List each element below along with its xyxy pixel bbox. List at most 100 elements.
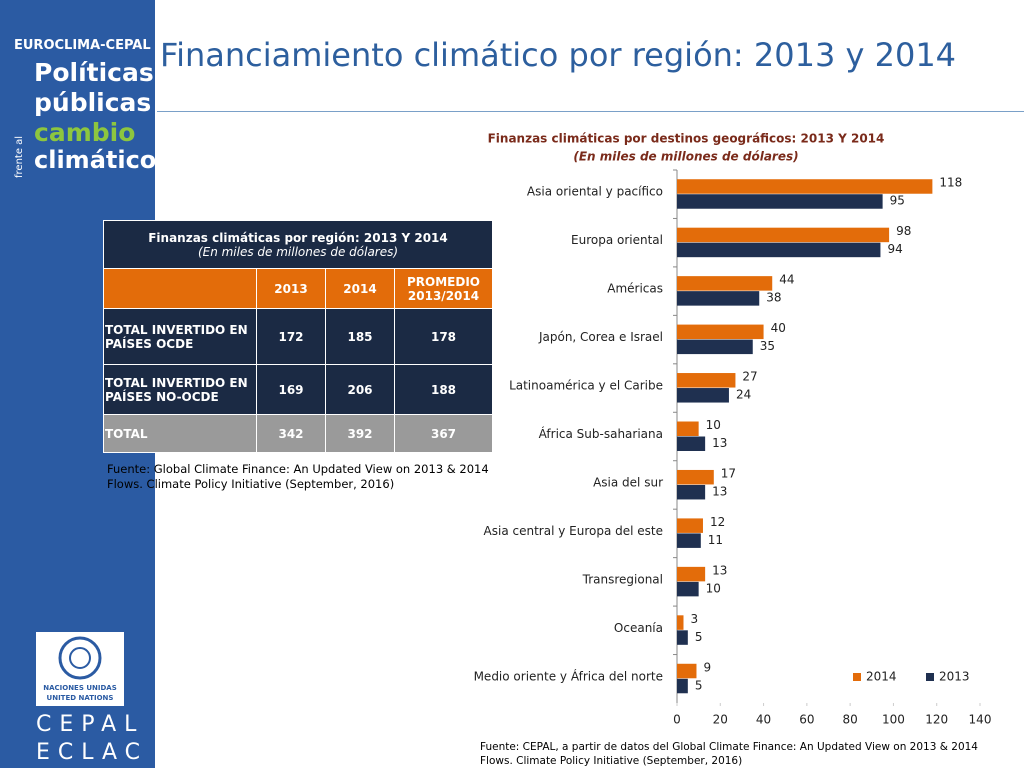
cell: 392 — [325, 414, 395, 453]
category-label: Asia central y Europa del este — [484, 524, 663, 538]
eclac: ECLAC — [36, 740, 149, 765]
cell: 169 — [256, 364, 326, 415]
bar — [677, 615, 684, 630]
bar — [677, 518, 703, 533]
value-label: 3 — [690, 612, 698, 626]
legend-label: 2013 — [939, 670, 970, 684]
value-label: 35 — [760, 339, 775, 353]
value-label: 17 — [721, 466, 736, 480]
chart: Finanzas climáticas por destinos geográf… — [474, 132, 992, 727]
bar — [677, 630, 688, 645]
value-label: 98 — [896, 224, 911, 238]
bar — [677, 484, 706, 500]
category-label: Transregional — [582, 572, 663, 586]
bar — [677, 227, 890, 243]
un-logo: NACIONES UNIDAS UNITED NATIONS — [36, 632, 124, 706]
chart-title: Finanzas climáticas por destinos geográf… — [488, 132, 885, 146]
header: 2013 — [256, 268, 326, 309]
value-label: 10 — [706, 418, 721, 432]
bar — [677, 388, 729, 403]
x-tick-label: 60 — [799, 713, 814, 727]
table-title-cell: Finanzas climáticas por región: 2013 Y 2… — [103, 220, 493, 269]
bar — [677, 436, 706, 451]
header: PROMEDIO 2013/2014 — [394, 268, 493, 309]
cepal: CEPAL — [36, 712, 145, 737]
value-label: 5 — [695, 630, 703, 644]
un-emblem — [58, 636, 102, 680]
bar — [677, 663, 697, 679]
category-label: Asia oriental y pacífico — [527, 185, 663, 199]
table-subtitle: (En miles de millones de dólares) — [197, 244, 399, 259]
value-label: 11 — [708, 533, 723, 547]
value-label: 13 — [712, 436, 727, 450]
value-label: 13 — [712, 484, 727, 498]
bar — [677, 194, 883, 209]
slide-title: Financiamiento climático por región: 201… — [160, 36, 957, 74]
value-label: 12 — [710, 515, 725, 529]
category-label: Europa oriental — [571, 233, 663, 247]
x-tick-label: 40 — [756, 713, 771, 727]
table: Finanzas climáticas por región: 2013 Y 2… — [103, 220, 493, 453]
value-label: 94 — [887, 242, 902, 256]
table-source: Fuente: Global Climate Finance: An Updat… — [107, 462, 489, 491]
divider — [157, 111, 1024, 112]
chart-subtitle: (En miles de millones de dólares) — [573, 150, 798, 164]
bar — [677, 324, 764, 340]
value-label: 44 — [779, 273, 794, 287]
header: 2014 — [325, 268, 395, 309]
cell: 188 — [394, 364, 493, 415]
value-label: 38 — [766, 291, 781, 305]
x-tick-label: 120 — [925, 713, 948, 727]
bar — [677, 469, 714, 485]
bar — [677, 566, 706, 582]
bar — [677, 179, 933, 194]
category-label: Latinoamérica y el Caribe — [509, 379, 663, 393]
value-label: 5 — [695, 678, 703, 692]
x-tick-label: 0 — [673, 713, 681, 727]
brand: EUROCLIMA-CEPAL — [14, 38, 151, 53]
bar — [677, 339, 753, 355]
bar — [677, 678, 688, 694]
un-text: UNITED NATIONS — [46, 694, 114, 702]
brand-text: Políticas — [34, 58, 154, 87]
bar — [677, 421, 699, 436]
value-label: 9 — [703, 660, 711, 674]
bar — [677, 276, 773, 291]
category-label: Oceanía — [614, 621, 663, 635]
x-tick-label: 100 — [882, 713, 905, 727]
brand-text: climático — [34, 146, 157, 174]
value-label: 27 — [742, 370, 757, 384]
bar — [677, 242, 881, 258]
x-tick-label: 80 — [843, 713, 858, 727]
category-label: África Sub-sahariana — [539, 426, 663, 441]
value-label: 95 — [890, 194, 905, 208]
bar — [677, 291, 760, 306]
bar — [677, 373, 736, 388]
value-label: 40 — [771, 321, 786, 335]
category-label: Medio oriente y África del norte — [474, 668, 663, 683]
cell: TOTAL — [103, 414, 257, 453]
un-text: NACIONES UNIDAS — [43, 684, 117, 692]
value-label: 24 — [736, 388, 751, 402]
category-label: Américas — [607, 282, 663, 296]
table-title: Finanzas climáticas por región: 2013 Y 2… — [148, 230, 448, 245]
bar — [677, 581, 699, 597]
brand-text: cambio — [34, 118, 136, 147]
legend-swatch — [853, 673, 861, 681]
cell: TOTAL INVERTIDO EN PAÍSES OCDE — [103, 308, 257, 365]
bar — [677, 533, 701, 548]
x-tick-label: 140 — [969, 713, 992, 727]
value-label: 118 — [939, 176, 962, 190]
legend-swatch — [926, 673, 934, 681]
cell: 342 — [256, 414, 326, 453]
legend-label: 2014 — [866, 670, 897, 684]
value-label: 13 — [712, 563, 727, 577]
category-label: Asia del sur — [593, 475, 663, 489]
x-tick-label: 20 — [713, 713, 728, 727]
cell: 172 — [256, 308, 326, 365]
cell: 367 — [394, 414, 493, 453]
cell: TOTAL INVERTIDO EN PAÍSES NO-OCDE — [103, 364, 257, 415]
category-label: Japón, Corea e Israel — [538, 330, 663, 344]
chart-source: Fuente: CEPAL, a partir de datos del Glo… — [480, 741, 978, 767]
